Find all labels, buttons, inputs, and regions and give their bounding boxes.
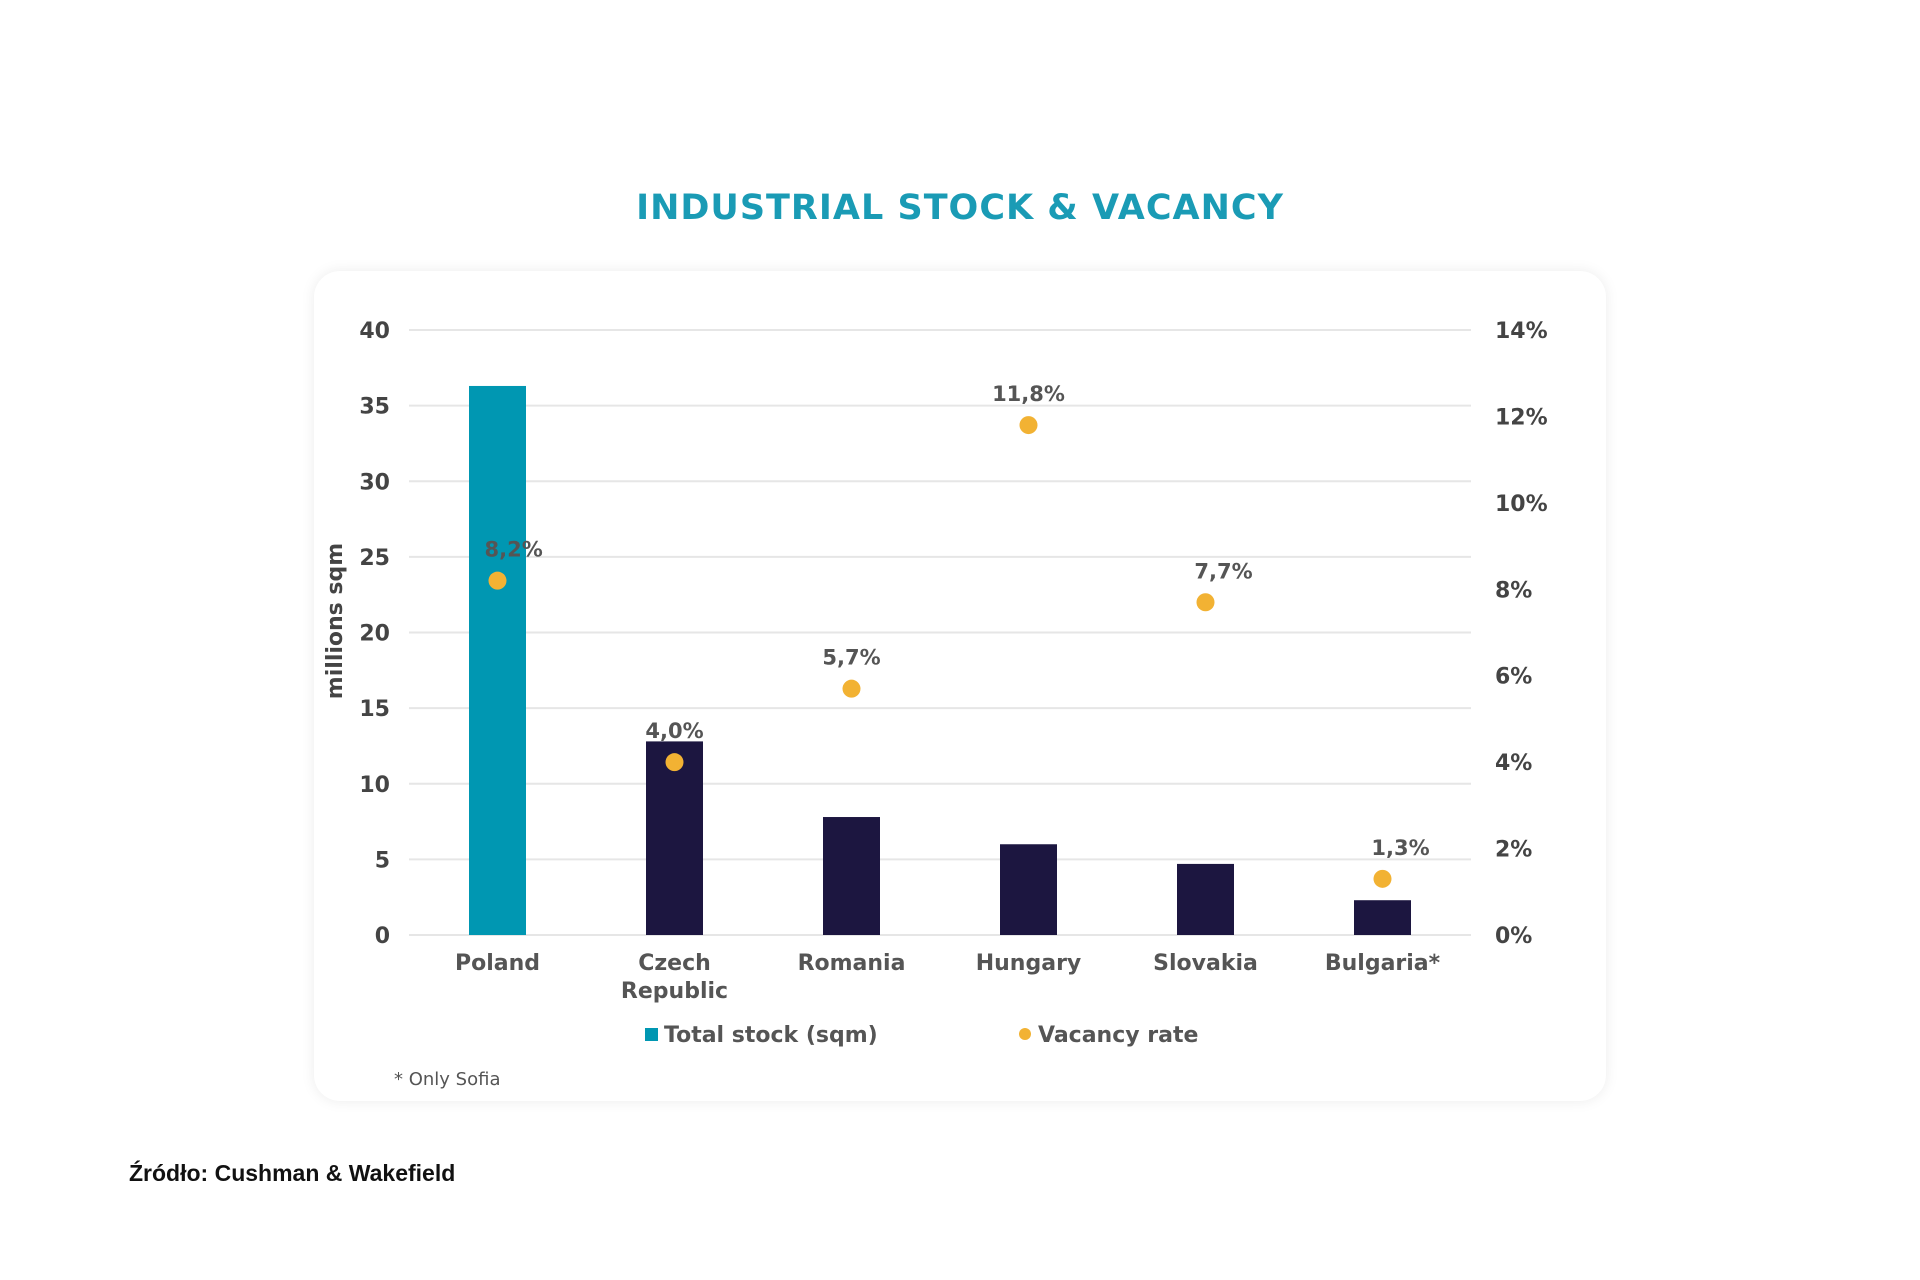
y-tick-label: 35	[359, 395, 390, 420]
bar	[646, 741, 703, 935]
category-label: Hungary	[976, 951, 1082, 976]
vacancy-data-label: 11,8%	[992, 382, 1065, 406]
vacancy-point	[842, 679, 861, 698]
y2-tick-label: 10%	[1495, 492, 1548, 517]
legend-label: Total stock (sqm)	[664, 1023, 878, 1048]
chart-title: INDUSTRIAL STOCK & VACANCY	[636, 188, 1284, 228]
y-axis-label: millions sqm	[323, 543, 348, 699]
bar	[823, 817, 880, 935]
vacancy-data-label: 1,3%	[1371, 836, 1429, 860]
vacancy-data-label: 8,2%	[485, 538, 543, 562]
y-tick-label: 30	[359, 470, 390, 495]
y2-tick-label: 2%	[1495, 838, 1532, 863]
y2-tick-label: 14%	[1495, 319, 1548, 344]
vacancy-point	[1373, 869, 1392, 888]
y-tick-label: 0	[375, 924, 390, 949]
category-label: Slovakia	[1153, 951, 1258, 976]
footnote: * Only Sofia	[394, 1069, 500, 1090]
vacancy-point	[1196, 593, 1215, 612]
bar	[1000, 844, 1057, 935]
bar	[469, 385, 526, 935]
legend-label: Vacancy rate	[1038, 1023, 1198, 1048]
y2-tick-label: 12%	[1495, 405, 1548, 430]
vacancy-point	[488, 571, 507, 590]
chart-card	[314, 271, 1606, 1101]
category-label: Romania	[798, 951, 906, 976]
y2-tick-label: 8%	[1495, 578, 1532, 603]
y-tick-label: 15	[359, 697, 390, 722]
y-tick-label: 5	[375, 848, 390, 873]
vacancy-data-label: 4,0%	[645, 719, 703, 743]
legend-swatch-dot	[1019, 1028, 1031, 1040]
legend-swatch-bar	[645, 1028, 658, 1041]
y2-tick-label: 0%	[1495, 924, 1532, 949]
y-tick-label: 25	[359, 546, 390, 571]
category-label: Bulgaria*	[1325, 951, 1441, 976]
y2-tick-label: 6%	[1495, 665, 1532, 690]
bar	[1354, 900, 1411, 935]
vacancy-point	[665, 753, 684, 772]
y2-tick-label: 4%	[1495, 751, 1532, 776]
category-label: Republic	[621, 979, 728, 1004]
source-note: Źródło: Cushman & Wakefield	[129, 1160, 456, 1186]
vacancy-data-label: 5,7%	[822, 646, 880, 670]
category-label: Poland	[455, 951, 540, 976]
vacancy-point	[1019, 416, 1038, 435]
y-tick-label: 20	[359, 622, 390, 647]
vacancy-data-label: 7,7%	[1194, 559, 1252, 583]
y-tick-label: 10	[359, 773, 390, 798]
category-label: Czech	[638, 951, 711, 976]
y-tick-label: 40	[359, 319, 390, 344]
bar	[1177, 863, 1234, 935]
